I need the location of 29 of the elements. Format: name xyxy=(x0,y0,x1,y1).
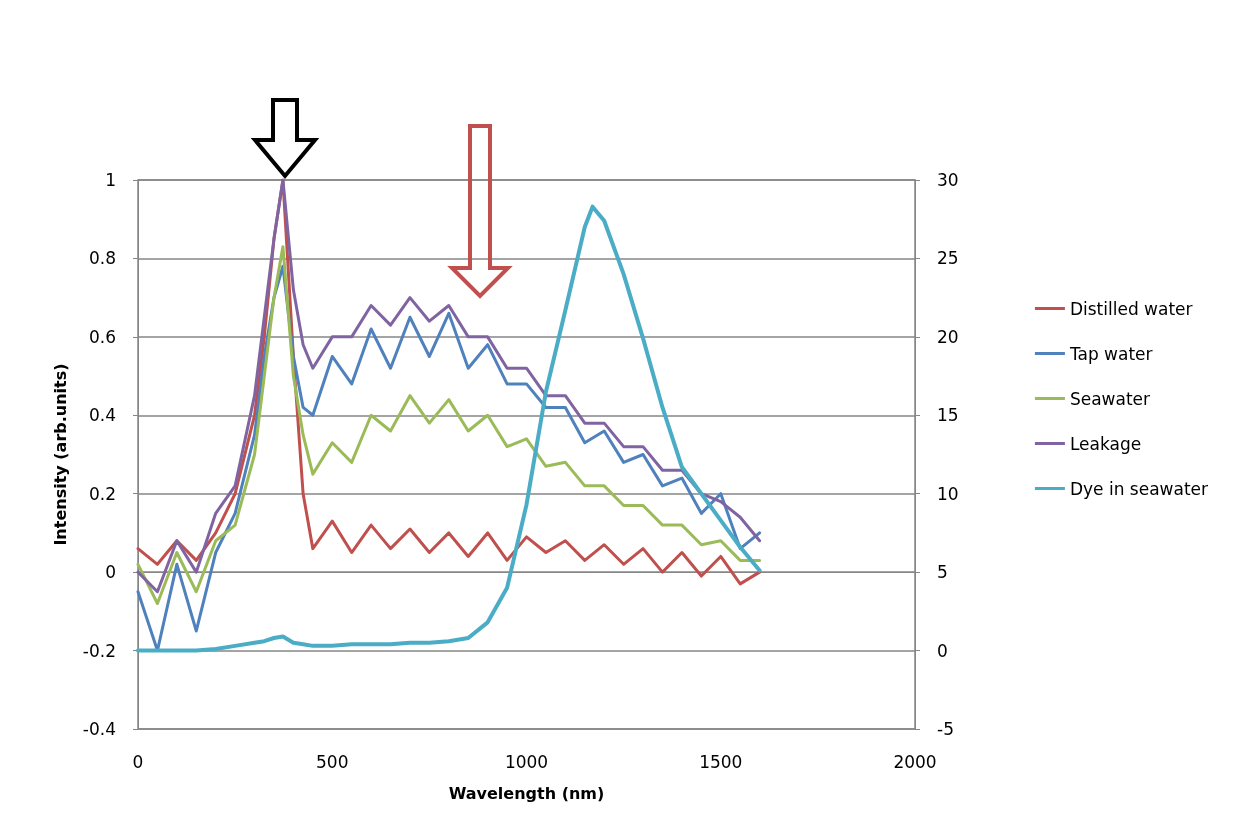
y-tick-label: 0.8 xyxy=(88,248,116,269)
y2-tick-label: 5 xyxy=(937,562,948,583)
y2-tick-label: 30 xyxy=(937,170,959,190)
y2-tick-label: 25 xyxy=(937,248,959,269)
y-tick-label: 0.6 xyxy=(88,326,116,347)
y2-tick-label: 0 xyxy=(937,640,948,661)
x-tick-label: 1000 xyxy=(504,751,549,772)
y2-tick-label: -5 xyxy=(937,719,954,739)
y-tick-label: -0.4 xyxy=(82,719,116,739)
y-axis-title: Intensity (arb.units) xyxy=(50,363,70,546)
x-axis-title: Wavelength (nm) xyxy=(448,783,605,803)
y-tick-label: 0.4 xyxy=(88,405,116,426)
y-tick-label: 0.2 xyxy=(88,483,116,504)
y2-tick-label: 15 xyxy=(937,405,959,426)
y2-tick-label: 20 xyxy=(937,326,959,347)
x-tick-label: 500 xyxy=(316,751,349,772)
legend-label: Leakage xyxy=(1069,433,1142,454)
y2-tick-label: 10 xyxy=(937,483,959,504)
legend-label: Distilled water xyxy=(1069,298,1193,319)
x-tick-label: 1500 xyxy=(699,751,743,772)
x-tick-label: 2000 xyxy=(893,751,937,772)
legend-label: Tap water xyxy=(1068,343,1153,364)
legend-label: Dye in seawater xyxy=(1069,478,1209,499)
legend-label: Seawater xyxy=(1069,388,1151,409)
y-tick-label: -0.2 xyxy=(82,640,116,661)
y-tick-label: 0 xyxy=(105,562,116,583)
x-tick-label: 0 xyxy=(132,751,144,772)
y-tick-label: 1 xyxy=(105,170,116,190)
line-series xyxy=(136,245,762,606)
